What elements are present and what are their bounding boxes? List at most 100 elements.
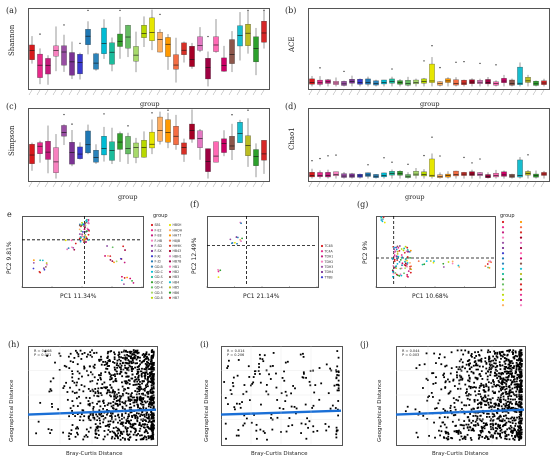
h-point — [139, 438, 142, 441]
j-point — [507, 412, 510, 414]
box-xtick — [52, 181, 57, 188]
e-point — [85, 219, 87, 222]
h-point — [78, 388, 81, 391]
j-point — [478, 390, 481, 392]
j-point — [458, 374, 461, 377]
h-point — [119, 397, 122, 400]
i-point — [295, 412, 297, 415]
j-point — [459, 432, 462, 435]
d-outlier — [407, 163, 409, 166]
g-point — [392, 264, 395, 267]
h-point — [39, 401, 42, 404]
g-point — [397, 246, 400, 249]
h-point — [126, 375, 129, 378]
e-point — [80, 224, 83, 227]
i-point — [291, 424, 294, 427]
h-point — [136, 416, 139, 419]
j-point — [497, 396, 500, 399]
h-point — [146, 355, 148, 358]
j-point — [500, 372, 503, 375]
box-xtick — [508, 89, 513, 96]
j-point — [468, 418, 471, 421]
j-point — [459, 378, 462, 381]
i-point — [337, 379, 340, 382]
j-point — [473, 381, 476, 384]
e-legend-label: HB43 — [173, 249, 182, 253]
h-point — [117, 437, 119, 440]
a-box — [45, 58, 51, 75]
h-point — [124, 402, 126, 405]
j-point — [470, 421, 473, 424]
j-point — [443, 436, 446, 439]
c-box — [237, 122, 243, 143]
h-point — [145, 407, 148, 410]
e-point — [78, 237, 81, 240]
j-point — [449, 372, 452, 375]
panel-i-xlabel: Bray-Curtis Distance — [251, 451, 308, 457]
j-point — [481, 429, 484, 432]
d-outlier — [463, 156, 465, 159]
e-point — [38, 270, 41, 273]
b-box — [381, 79, 387, 85]
j-point — [510, 426, 513, 429]
h-point — [133, 414, 136, 417]
g-point — [392, 272, 395, 275]
box-xtick — [92, 89, 97, 96]
j-point — [490, 370, 492, 373]
box-xtick — [252, 181, 257, 188]
h-point — [116, 434, 118, 437]
j-point — [463, 420, 466, 422]
j-point — [488, 368, 491, 371]
box-xtick — [60, 89, 65, 96]
h-point — [144, 372, 146, 375]
h-point — [131, 392, 133, 395]
j-point — [511, 402, 513, 405]
h-point — [113, 351, 115, 354]
h-point — [141, 392, 143, 395]
g-point — [396, 262, 399, 265]
h-point — [147, 381, 149, 384]
j-point — [518, 411, 521, 413]
j-point — [467, 423, 470, 426]
g-point — [417, 260, 420, 263]
j-point — [517, 363, 519, 366]
j-point — [447, 431, 449, 434]
h-point — [131, 366, 133, 368]
j-point — [404, 410, 407, 413]
j-point — [507, 370, 510, 373]
a-outlier — [39, 33, 41, 35]
h-point — [106, 391, 109, 394]
c-box — [253, 149, 259, 166]
h-point — [112, 361, 114, 363]
h-point — [149, 381, 152, 384]
h-point — [125, 382, 128, 385]
j-point — [503, 419, 506, 422]
a-outlier — [63, 24, 65, 26]
h-point — [57, 408, 59, 411]
c-box — [181, 142, 187, 155]
j-point — [508, 427, 511, 430]
h-point — [149, 388, 152, 391]
h-point — [150, 354, 153, 357]
e-legend-swatch — [150, 223, 154, 227]
j-point — [498, 417, 500, 420]
h-point — [147, 421, 150, 424]
e-point — [84, 238, 87, 241]
j-point — [520, 406, 523, 409]
j-point — [501, 420, 504, 423]
g-point — [397, 255, 400, 258]
panel-b-plot — [308, 8, 550, 90]
h-point — [109, 420, 112, 423]
e-point — [113, 261, 115, 264]
j-point — [518, 354, 521, 356]
j-point — [475, 418, 478, 421]
g-point — [404, 258, 407, 260]
a-box — [173, 54, 179, 70]
j-point — [511, 372, 513, 375]
box-xtick — [428, 89, 433, 96]
j-point — [478, 353, 480, 356]
j-point — [499, 415, 502, 418]
j-point — [518, 350, 521, 353]
h-point — [134, 383, 137, 386]
